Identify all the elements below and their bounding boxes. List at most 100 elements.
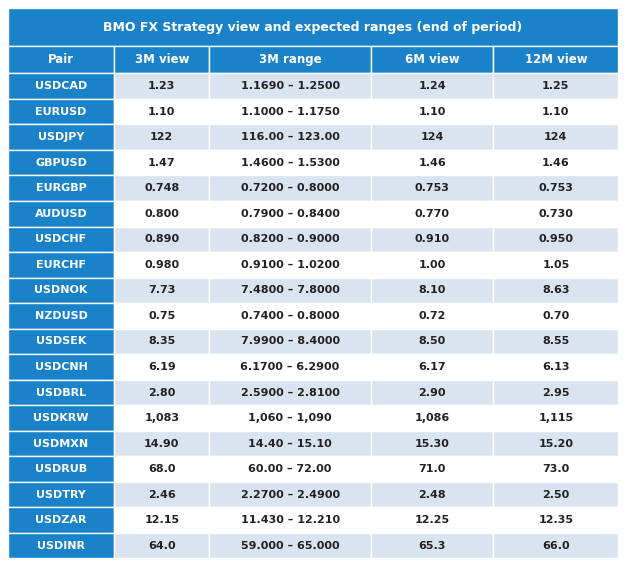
Bar	[8, 533, 115, 558]
Bar	[209, 303, 371, 329]
Text: 6.1700 – 6.2900: 6.1700 – 6.2900	[240, 362, 340, 372]
Text: 1.4600 – 1.5300: 1.4600 – 1.5300	[240, 158, 339, 168]
Text: EURGBP: EURGBP	[36, 183, 86, 193]
Bar	[8, 380, 115, 405]
Text: 6M view: 6M view	[405, 53, 459, 66]
Text: 0.770: 0.770	[414, 209, 449, 219]
Bar	[115, 303, 209, 329]
Bar	[493, 278, 618, 303]
Bar	[371, 176, 493, 201]
Bar	[493, 354, 618, 380]
Text: 7.9900 – 8.4000: 7.9900 – 8.4000	[240, 337, 340, 346]
Text: 15.20: 15.20	[538, 439, 573, 449]
Bar	[371, 405, 493, 431]
Text: USDKRW: USDKRW	[33, 413, 89, 423]
Bar	[209, 99, 371, 124]
Bar	[371, 380, 493, 405]
Text: USDZAR: USDZAR	[35, 515, 87, 525]
Text: USDCHF: USDCHF	[36, 234, 86, 244]
Text: 0.75: 0.75	[148, 311, 175, 321]
Text: USDMXN: USDMXN	[33, 439, 88, 449]
Text: 0.7900 – 0.8400: 0.7900 – 0.8400	[240, 209, 339, 219]
Text: 8.50: 8.50	[419, 337, 446, 346]
Bar	[371, 278, 493, 303]
Bar	[115, 252, 209, 278]
Bar	[493, 201, 618, 226]
Text: 8.55: 8.55	[542, 337, 570, 346]
Text: 1.46: 1.46	[418, 158, 446, 168]
Text: AUDUSD: AUDUSD	[34, 209, 88, 219]
Bar	[209, 176, 371, 201]
Bar	[209, 201, 371, 226]
Text: 1.46: 1.46	[542, 158, 570, 168]
Bar	[209, 354, 371, 380]
Bar	[8, 482, 115, 507]
Text: 2.50: 2.50	[542, 490, 570, 499]
Bar	[209, 226, 371, 252]
Text: 1,060 – 1,090: 1,060 – 1,090	[249, 413, 332, 423]
Bar	[8, 46, 115, 73]
Bar	[493, 150, 618, 176]
Text: 0.7400 – 0.8000: 0.7400 – 0.8000	[241, 311, 339, 321]
Text: 2.90: 2.90	[418, 387, 446, 397]
Text: 1.10: 1.10	[542, 106, 570, 117]
Bar	[209, 482, 371, 507]
Bar	[493, 380, 618, 405]
Text: 1,086: 1,086	[414, 413, 449, 423]
Bar	[371, 99, 493, 124]
Text: USDCAD: USDCAD	[35, 81, 87, 91]
Text: 8.63: 8.63	[542, 285, 570, 296]
Bar	[8, 405, 115, 431]
Bar	[8, 8, 618, 46]
Text: 2.95: 2.95	[542, 387, 570, 397]
Text: BMO FX Strategy view and expected ranges (end of period): BMO FX Strategy view and expected ranges…	[103, 21, 523, 34]
Bar	[209, 507, 371, 533]
Text: 12.25: 12.25	[414, 515, 449, 525]
Text: 1.1690 – 1.2500: 1.1690 – 1.2500	[240, 81, 340, 91]
Text: 0.753: 0.753	[538, 183, 573, 193]
Bar	[8, 278, 115, 303]
Bar	[115, 73, 209, 99]
Bar	[493, 431, 618, 457]
Bar	[8, 457, 115, 482]
Bar	[493, 252, 618, 278]
Text: 7.4800 – 7.8000: 7.4800 – 7.8000	[240, 285, 339, 296]
Text: USDRUB: USDRUB	[35, 464, 87, 474]
Text: 14.40 – 15.10: 14.40 – 15.10	[249, 439, 332, 449]
Bar	[371, 457, 493, 482]
Text: USDCNH: USDCNH	[34, 362, 88, 372]
Text: 124: 124	[421, 132, 444, 142]
Text: 6.17: 6.17	[418, 362, 446, 372]
Text: USDNOK: USDNOK	[34, 285, 88, 296]
Text: 11.430 – 12.210: 11.430 – 12.210	[240, 515, 340, 525]
Text: Pair: Pair	[48, 53, 74, 66]
Text: 68.0: 68.0	[148, 464, 175, 474]
Text: 0.753: 0.753	[414, 183, 449, 193]
Bar	[115, 150, 209, 176]
Bar	[493, 482, 618, 507]
Text: 8.35: 8.35	[148, 337, 175, 346]
Bar	[8, 329, 115, 354]
Text: USDINR: USDINR	[37, 540, 85, 551]
Text: 2.48: 2.48	[418, 490, 446, 499]
Text: USDBRL: USDBRL	[36, 387, 86, 397]
Text: 0.890: 0.890	[144, 234, 179, 244]
Text: EURCHF: EURCHF	[36, 260, 86, 270]
Bar	[209, 533, 371, 558]
Text: 1.05: 1.05	[542, 260, 570, 270]
Text: 6.13: 6.13	[542, 362, 570, 372]
Bar	[115, 176, 209, 201]
Bar	[493, 99, 618, 124]
Bar	[371, 73, 493, 99]
Bar	[115, 124, 209, 150]
Text: 12.15: 12.15	[144, 515, 179, 525]
Bar	[8, 124, 115, 150]
Text: GBPUSD: GBPUSD	[35, 158, 87, 168]
Bar	[8, 176, 115, 201]
Bar	[115, 226, 209, 252]
Bar	[8, 303, 115, 329]
Text: 0.800: 0.800	[145, 209, 179, 219]
Bar	[493, 303, 618, 329]
Bar	[493, 176, 618, 201]
Bar	[8, 354, 115, 380]
